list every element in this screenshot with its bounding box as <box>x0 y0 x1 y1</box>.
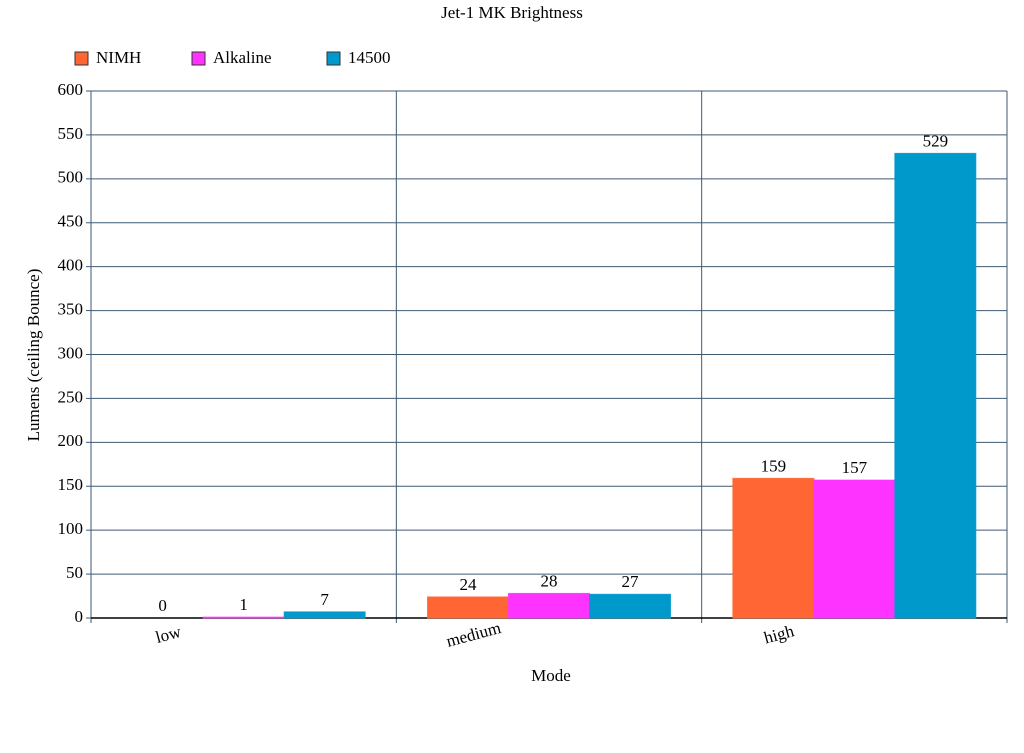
x-axis-title: Mode <box>531 666 571 685</box>
data-label: 157 <box>842 458 868 477</box>
y-tick-label: 100 <box>58 519 84 538</box>
bar <box>732 477 815 619</box>
y-tick-label: 550 <box>58 124 84 143</box>
y-tick-label: 300 <box>58 343 84 362</box>
legend-label: NIMH <box>96 48 141 67</box>
y-tick-label: 450 <box>58 212 84 231</box>
bar <box>427 596 509 619</box>
x-tick-label: high <box>762 621 797 647</box>
bar <box>589 593 671 619</box>
data-label: 1 <box>239 595 248 614</box>
y-tick-label: 0 <box>75 607 84 626</box>
x-tick-label: low <box>153 622 183 647</box>
bar <box>894 152 977 619</box>
legend-label: Alkaline <box>213 48 272 67</box>
y-tick-label: 500 <box>58 168 84 187</box>
y-tick-label: 150 <box>58 475 84 494</box>
data-label: 27 <box>622 572 640 591</box>
legend-swatch <box>326 51 341 66</box>
chart-title: Jet-1 MK Brightness <box>441 3 583 22</box>
data-label: 24 <box>460 575 478 594</box>
data-label: 0 <box>158 596 167 615</box>
legend-swatch <box>191 51 206 66</box>
y-axis-title: Lumens (ceiling Bounce) <box>24 269 43 442</box>
data-label: 28 <box>541 571 558 590</box>
y-tick-label: 400 <box>58 256 84 275</box>
bar <box>813 479 896 619</box>
bar <box>283 611 366 619</box>
y-tick-label: 50 <box>66 563 83 582</box>
data-label: 529 <box>923 131 949 150</box>
bar <box>508 592 590 619</box>
y-tick-label: 600 <box>58 80 84 99</box>
y-tick-label: 200 <box>58 431 84 450</box>
legend-label: 14500 <box>348 48 391 67</box>
y-tick-label: 350 <box>58 299 84 318</box>
data-label: 7 <box>320 590 329 609</box>
y-tick-label: 250 <box>58 387 84 406</box>
legend-swatch <box>74 51 89 66</box>
bar <box>202 616 285 619</box>
x-tick-label: medium <box>444 618 503 651</box>
data-label: 159 <box>761 456 787 475</box>
